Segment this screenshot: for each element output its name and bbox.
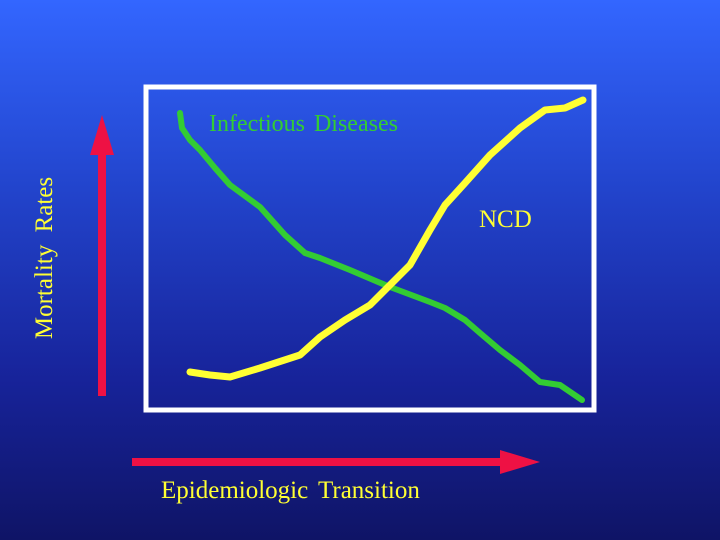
- infectious-diseases-curve: [177, 110, 585, 403]
- ncd-label: NCD: [479, 206, 532, 233]
- x-axis-label: Epidemiologic Transition: [161, 477, 420, 504]
- infectious-diseases-label: Infectious Diseases: [209, 111, 398, 137]
- x-axis-arrow: [132, 450, 540, 474]
- ncd-curve: [186, 96, 587, 381]
- y-axis-arrow: [90, 115, 114, 396]
- y-axis-label: Mortality Rates: [31, 176, 58, 340]
- plot-frame: [143, 84, 597, 413]
